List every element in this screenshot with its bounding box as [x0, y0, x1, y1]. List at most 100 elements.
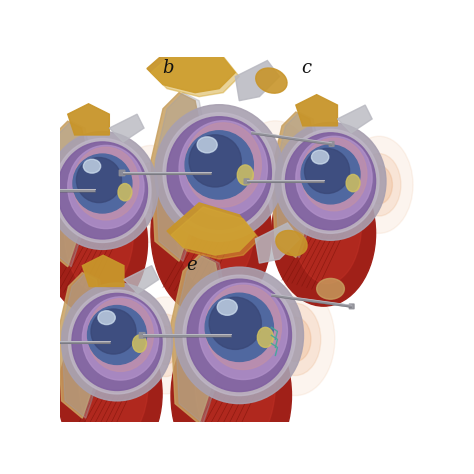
Ellipse shape [296, 136, 372, 219]
Ellipse shape [250, 141, 301, 213]
Ellipse shape [62, 283, 173, 401]
Polygon shape [171, 207, 259, 259]
Ellipse shape [132, 297, 200, 394]
Ellipse shape [274, 313, 293, 342]
Ellipse shape [282, 129, 379, 233]
Ellipse shape [256, 283, 335, 396]
Ellipse shape [54, 138, 151, 243]
Ellipse shape [272, 161, 375, 306]
FancyBboxPatch shape [119, 170, 125, 176]
Ellipse shape [257, 328, 273, 347]
Ellipse shape [189, 135, 241, 187]
Ellipse shape [82, 297, 159, 380]
Ellipse shape [128, 165, 153, 202]
Ellipse shape [147, 322, 164, 347]
Ellipse shape [76, 157, 121, 202]
Ellipse shape [197, 137, 217, 153]
Ellipse shape [129, 163, 173, 225]
Ellipse shape [223, 448, 255, 472]
Polygon shape [235, 61, 279, 100]
Polygon shape [147, 40, 235, 92]
Ellipse shape [209, 297, 261, 349]
Polygon shape [255, 223, 300, 263]
Ellipse shape [44, 170, 147, 315]
Polygon shape [167, 203, 255, 255]
Text: c: c [302, 59, 312, 77]
Ellipse shape [163, 113, 275, 233]
Polygon shape [151, 92, 203, 261]
Ellipse shape [151, 149, 272, 318]
Ellipse shape [152, 326, 179, 365]
Ellipse shape [72, 293, 162, 391]
Ellipse shape [217, 299, 237, 315]
Polygon shape [175, 255, 227, 424]
Polygon shape [44, 121, 89, 267]
FancyBboxPatch shape [31, 339, 36, 345]
FancyBboxPatch shape [139, 333, 145, 338]
Ellipse shape [360, 162, 377, 187]
Ellipse shape [304, 148, 350, 193]
Ellipse shape [345, 136, 413, 233]
Text: e: e [186, 256, 197, 274]
Ellipse shape [175, 267, 303, 404]
Ellipse shape [280, 317, 311, 362]
Ellipse shape [155, 105, 283, 241]
Ellipse shape [73, 154, 132, 213]
Ellipse shape [79, 323, 148, 444]
Ellipse shape [183, 275, 295, 396]
Ellipse shape [64, 172, 134, 293]
Ellipse shape [175, 151, 255, 292]
Ellipse shape [317, 278, 345, 299]
Ellipse shape [103, 439, 131, 460]
Ellipse shape [89, 288, 116, 309]
Ellipse shape [199, 283, 287, 380]
Ellipse shape [83, 159, 100, 173]
Ellipse shape [91, 309, 136, 354]
Ellipse shape [58, 321, 162, 467]
Ellipse shape [185, 123, 261, 207]
Polygon shape [47, 121, 92, 267]
Ellipse shape [132, 171, 149, 196]
Polygon shape [82, 255, 124, 286]
FancyBboxPatch shape [349, 304, 354, 309]
Ellipse shape [254, 150, 273, 179]
Ellipse shape [98, 311, 115, 325]
Ellipse shape [133, 335, 146, 352]
Ellipse shape [269, 306, 298, 349]
Ellipse shape [187, 279, 292, 392]
Ellipse shape [275, 122, 386, 240]
Ellipse shape [205, 293, 273, 362]
Ellipse shape [117, 146, 185, 243]
FancyBboxPatch shape [16, 188, 21, 193]
Ellipse shape [68, 290, 165, 394]
Text: b: b [163, 59, 174, 77]
Ellipse shape [292, 162, 362, 283]
Ellipse shape [171, 311, 292, 474]
Ellipse shape [88, 299, 154, 372]
Ellipse shape [276, 230, 307, 255]
Ellipse shape [311, 150, 329, 164]
Polygon shape [155, 92, 207, 261]
Ellipse shape [237, 165, 253, 185]
Polygon shape [272, 112, 317, 258]
Ellipse shape [179, 121, 267, 217]
Polygon shape [151, 45, 239, 97]
Ellipse shape [205, 285, 282, 370]
Ellipse shape [137, 175, 164, 213]
FancyBboxPatch shape [329, 142, 334, 146]
Polygon shape [337, 105, 372, 133]
Ellipse shape [236, 121, 315, 233]
Ellipse shape [185, 131, 253, 199]
Ellipse shape [301, 145, 360, 204]
Polygon shape [62, 273, 107, 418]
Ellipse shape [203, 285, 235, 310]
Ellipse shape [47, 131, 158, 249]
Ellipse shape [301, 138, 367, 211]
Polygon shape [275, 112, 320, 258]
Ellipse shape [285, 133, 375, 230]
Polygon shape [58, 273, 103, 418]
Ellipse shape [249, 143, 278, 187]
Ellipse shape [167, 117, 272, 229]
Ellipse shape [270, 303, 321, 375]
Ellipse shape [88, 306, 146, 365]
